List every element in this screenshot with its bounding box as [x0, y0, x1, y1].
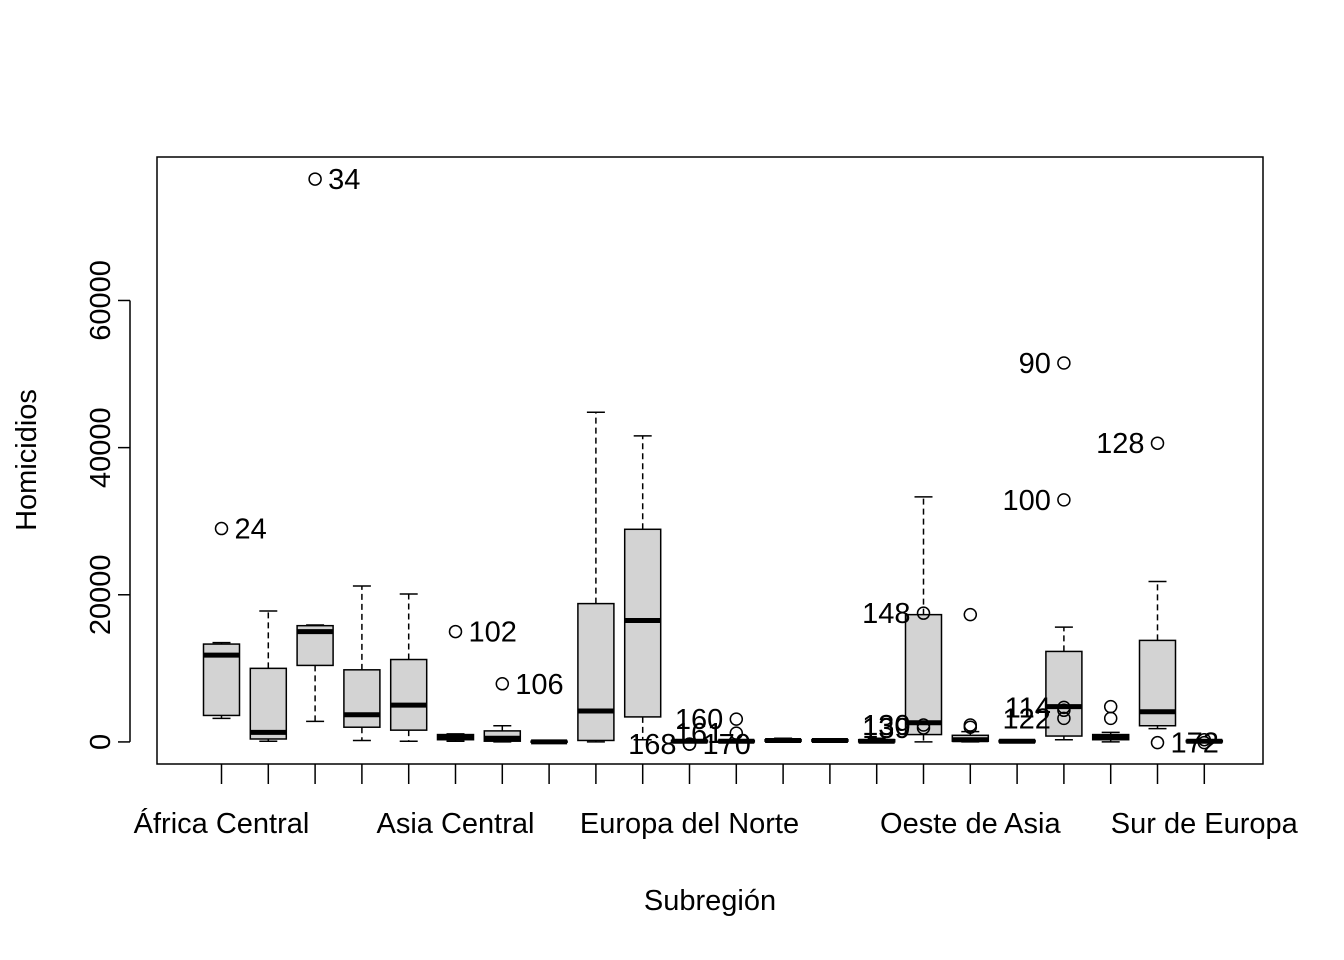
x-axis: África Central Asia Central Europa del Nor… [134, 764, 1299, 840]
box-group [1138, 580, 1177, 730]
x-tick-label: Asia Central [377, 808, 535, 840]
outlier-point [1150, 436, 1165, 450]
outlier-point [729, 726, 744, 740]
outlier-label: 128 [1096, 428, 1144, 460]
outlier-point [495, 677, 510, 691]
box-body [389, 658, 428, 731]
box-group [530, 739, 568, 745]
outlier-label: 139 [862, 713, 910, 745]
box-group [343, 585, 381, 742]
y-tick-label: 0 [85, 734, 117, 750]
box-group [998, 738, 1036, 744]
outlier-label: 34 [328, 164, 360, 196]
box-group [623, 435, 662, 741]
box-group [296, 624, 334, 723]
outlier-point [214, 521, 229, 536]
box-group [577, 411, 615, 743]
x-tick-label: Oeste de Asia [880, 808, 1061, 840]
outlier-label: 160 [675, 704, 723, 736]
x-tick-label: Europa del Norte [580, 808, 799, 840]
outlier-point [1057, 703, 1071, 718]
outlier-point [682, 737, 697, 751]
outlier-point [963, 720, 978, 734]
outlier-point [963, 607, 978, 622]
outlier-point [729, 712, 744, 726]
x-tick-label: Sur de Europa [1111, 808, 1299, 840]
outlier-point [1057, 493, 1071, 507]
outlier-point [1103, 699, 1118, 714]
box-group [249, 610, 288, 742]
box-group [904, 496, 943, 743]
outlier-point [1103, 711, 1118, 726]
box-group [483, 724, 522, 743]
x-tick-label: África Central [134, 807, 310, 840]
y-axis: 0 20000 40000 60000 [85, 260, 131, 750]
plot-frame [156, 156, 1264, 765]
box-body [577, 602, 615, 742]
box-body [343, 669, 381, 728]
outlier-label: 148 [862, 598, 910, 630]
box-group [436, 733, 475, 742]
box-group [1091, 731, 1130, 743]
outlier-label: 130 [862, 710, 910, 742]
outlier-point [1150, 735, 1165, 750]
outlier-label: 172 [1171, 728, 1219, 760]
outlier-label: 170 [703, 729, 751, 761]
outlier-label: 100 [1003, 485, 1051, 517]
box-body [623, 528, 662, 718]
outlier-label: 90 [1019, 348, 1051, 380]
outlier-point [916, 721, 931, 735]
outlier-point [1197, 735, 1212, 750]
y-tick-label: 60000 [85, 260, 117, 341]
outlier-point [1057, 356, 1071, 370]
boxes-layer [202, 411, 1224, 745]
box-group [1045, 626, 1083, 741]
y-tick-label: 20000 [85, 554, 117, 635]
box-group [857, 737, 896, 744]
box-group [811, 737, 849, 743]
outlier-label: 168 [628, 729, 676, 761]
outlier-point [916, 606, 931, 620]
outlier-label: 24 [235, 514, 267, 546]
outlier-point [448, 624, 463, 639]
box-body [1045, 650, 1083, 737]
outlier-label: 102 [469, 617, 517, 649]
outlier-point [1057, 711, 1071, 726]
outlier-label: 122 [1003, 703, 1051, 735]
box-group [202, 641, 241, 720]
box-group [389, 593, 428, 742]
y-axis-label: Homicidios [11, 389, 43, 531]
outlier-point [308, 172, 322, 186]
outlier-label: 114 [1005, 692, 1051, 724]
box-body [249, 667, 288, 740]
x-axis-label: Subregión [644, 885, 776, 917]
box-group [764, 737, 802, 743]
box-body [904, 613, 943, 736]
outlier-label: 106 [515, 669, 563, 701]
y-tick-label: 40000 [85, 407, 117, 488]
